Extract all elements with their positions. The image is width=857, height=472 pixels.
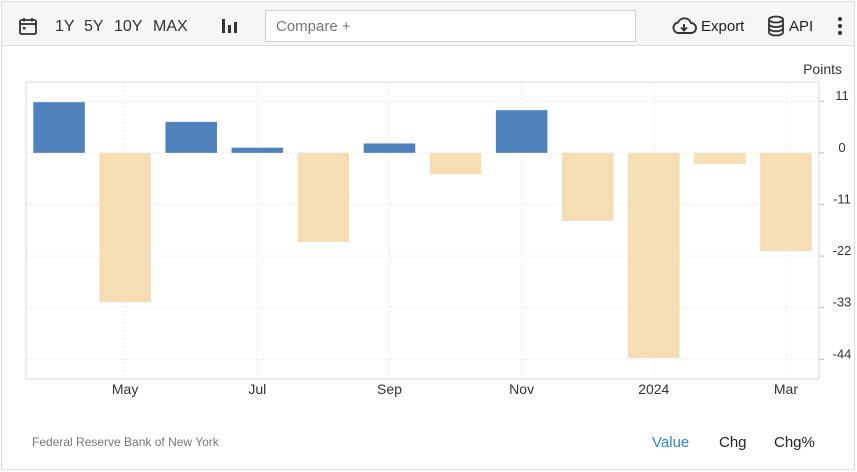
bar-2023-10[interactable] bbox=[429, 152, 482, 175]
y-tick-label: -33 bbox=[833, 295, 852, 310]
bar-2024-02[interactable] bbox=[694, 152, 746, 165]
bar-2024-03[interactable] bbox=[760, 152, 812, 251]
bar-2024-01[interactable] bbox=[628, 152, 680, 358]
y-axis-label: Points bbox=[803, 61, 842, 77]
bar-2023-04[interactable] bbox=[33, 102, 85, 153]
y-tick-label: 0 bbox=[838, 140, 845, 155]
export-button[interactable]: Export bbox=[701, 18, 745, 35]
view-chg-percent-button[interactable]: Chg% bbox=[774, 434, 815, 451]
source-label: Federal Reserve Bank of New York bbox=[32, 435, 219, 449]
toolbar: 1Y 5Y 10Y MAX Export API bbox=[2, 2, 854, 46]
view-chg-button[interactable]: Chg bbox=[719, 434, 747, 451]
calendar-icon[interactable] bbox=[18, 16, 38, 36]
y-tick-label: -22 bbox=[833, 243, 852, 258]
bar-2023-05[interactable] bbox=[99, 152, 151, 303]
x-tick-label: May bbox=[112, 381, 138, 397]
range-5y-button[interactable]: 5Y bbox=[84, 18, 104, 35]
x-tick-label: Nov bbox=[509, 381, 534, 397]
range-1y-button[interactable]: 1Y bbox=[55, 18, 75, 35]
view-value-button[interactable]: Value bbox=[652, 434, 690, 451]
bar-2023-08[interactable] bbox=[297, 152, 350, 242]
x-tick-label: Jul bbox=[248, 381, 266, 397]
bar-2023-12[interactable] bbox=[561, 152, 614, 221]
range-10y-button[interactable]: 10Y bbox=[114, 18, 143, 35]
x-tick-label: Sep bbox=[377, 381, 402, 397]
y-tick-label: -11 bbox=[833, 191, 851, 206]
bar-2023-06[interactable] bbox=[165, 121, 217, 153]
x-tick-label: 2024 bbox=[638, 381, 669, 397]
cloud-download-icon[interactable] bbox=[671, 16, 697, 36]
plot-border bbox=[25, 81, 820, 380]
bar-2023-11[interactable] bbox=[495, 110, 548, 153]
database-icon[interactable] bbox=[767, 15, 785, 37]
y-tick-label: 11 bbox=[835, 88, 849, 103]
more-vertical-icon[interactable] bbox=[836, 16, 844, 36]
bar-chart-icon[interactable] bbox=[220, 16, 240, 36]
range-max-button[interactable]: MAX bbox=[153, 18, 188, 35]
x-tick-label: Mar bbox=[774, 381, 798, 397]
api-button[interactable]: API bbox=[789, 18, 814, 35]
y-tick-label: -44 bbox=[833, 346, 852, 361]
bar-2023-07[interactable] bbox=[231, 147, 284, 153]
compare-input[interactable] bbox=[265, 10, 636, 42]
bar-2023-09[interactable] bbox=[363, 143, 416, 153]
